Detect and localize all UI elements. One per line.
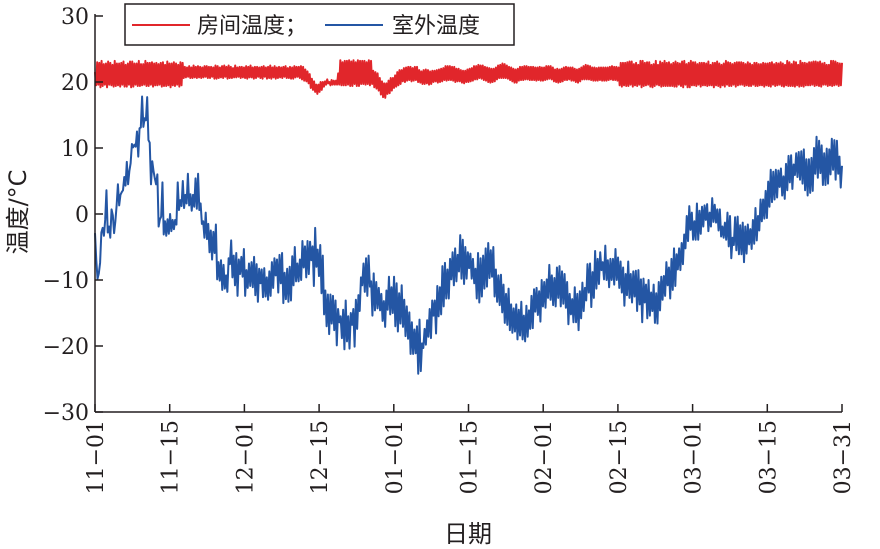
- x-tick-label: 02−01: [532, 420, 557, 494]
- series-line-outdoor-temperature: [94, 95, 843, 375]
- y-tick-label: 20: [61, 71, 89, 96]
- legend-label: 房间温度；: [197, 14, 307, 39]
- y-tick-label: −10: [43, 269, 89, 294]
- series-line-room-temperature: [94, 59, 843, 99]
- x-axis-title: 日期: [444, 520, 492, 548]
- x-tick-label: 03−31: [831, 420, 856, 494]
- x-tick-label: 01−01: [383, 420, 408, 494]
- x-tick-label: 02−15: [607, 420, 632, 494]
- y-tick-label: −30: [43, 401, 89, 426]
- x-tick-label: 11−01: [84, 420, 109, 494]
- x-tick-label: 11−15: [159, 420, 184, 494]
- legend-label: 室外温度: [392, 14, 480, 39]
- y-tick-label: 0: [75, 203, 89, 228]
- y-axis-title: 温度/°C: [4, 170, 32, 255]
- x-tick-label: 03−15: [756, 420, 781, 494]
- x-tick-label: 12−15: [308, 420, 333, 494]
- x-tick-label: 01−15: [458, 420, 483, 494]
- x-tick-label: 12−01: [233, 420, 258, 494]
- legend: 房间温度； 室外温度: [124, 3, 515, 46]
- y-tick-label: 30: [61, 5, 89, 30]
- y-tick-label: 10: [61, 137, 89, 162]
- y-tick-label: −20: [43, 335, 89, 360]
- x-tick-label: 03−01: [682, 420, 707, 494]
